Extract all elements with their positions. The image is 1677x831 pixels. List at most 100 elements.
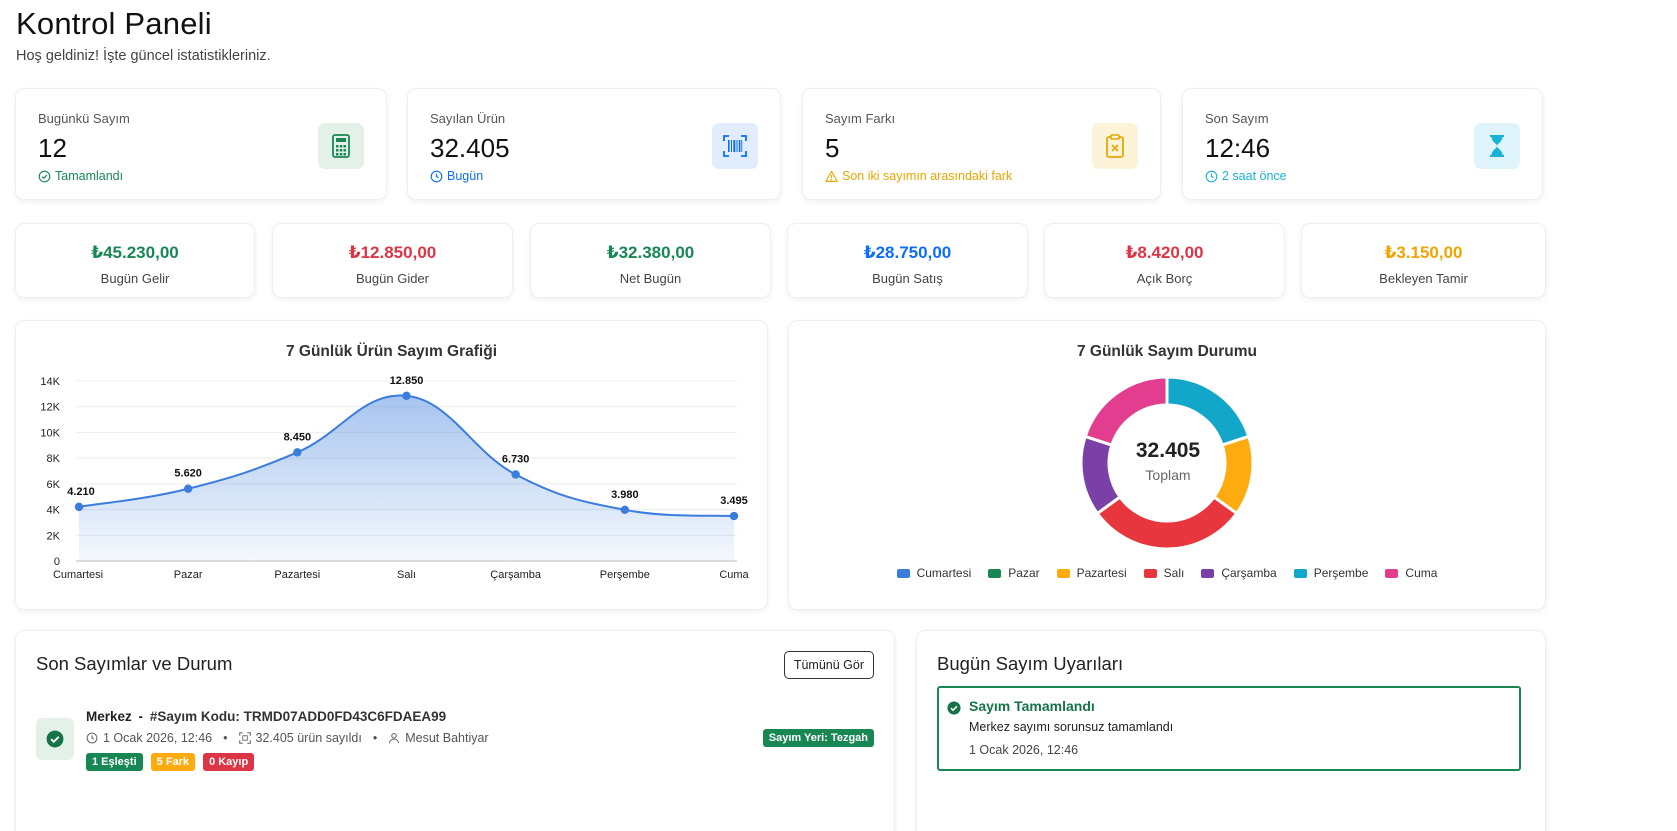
legend-swatch — [896, 568, 910, 578]
count-user: Mesut Bahtiyar — [405, 731, 489, 745]
data-label: 4.210 — [67, 486, 95, 498]
donut-chart — [1079, 375, 1255, 551]
money-card-pending-repair: ₺3.150,00 Bekleyen Tamir — [1301, 223, 1546, 298]
legend-label: Çarşamba — [1221, 566, 1277, 580]
legend-item[interactable]: Pazartesi — [1056, 566, 1127, 580]
list-item[interactable]: Merkez - #Sayım Kodu: TRMD07ADD0FD43C6FD… — [36, 706, 874, 776]
y-tick-label: 4K — [47, 505, 61, 517]
stat-card-today-count: Bugünkü Sayım 12 Tamamlandı — [15, 88, 387, 200]
stat-note-text: 2 saat önce — [1222, 169, 1287, 183]
x-tick-label: Cumartesi — [53, 569, 103, 581]
line-chart-card: 7 Günlük Ürün Sayım Grafiği 0 2K 4K 6K 8K 10K… — [15, 320, 768, 610]
stat-note: 2 saat önce — [1205, 169, 1287, 183]
donut-slice — [1083, 375, 1169, 447]
legend-swatch — [1201, 568, 1215, 578]
count-separator: - — [138, 709, 144, 724]
stat-value: 32.405 — [430, 133, 510, 163]
recent-counts-card: Son Sayımlar ve Durum Tümünü Gör Merkez … — [15, 630, 895, 831]
y-tick-label: 14K — [40, 376, 60, 388]
alert-time: 1 Ocak 2026, 12:46 — [969, 743, 1079, 757]
page-subtitle: Hoş geldiniz! İşte güncel istatistikleri… — [16, 48, 271, 64]
legend-swatch — [988, 568, 1002, 578]
data-label: 8.450 — [284, 431, 312, 443]
y-tick-label: 12K — [40, 402, 60, 414]
money-value: ₺12.850,00 — [348, 243, 437, 262]
series-area — [79, 395, 734, 561]
legend-label: Salı — [1163, 566, 1185, 580]
clock-icon — [430, 170, 443, 182]
stat-note: Bugün — [430, 169, 483, 183]
count-meta: 1 Ocak 2026, 12:46 • 32.405 ürün sayıldı… — [86, 731, 489, 745]
donut-slice — [1095, 494, 1239, 551]
money-value: ₺8.420,00 — [1125, 243, 1204, 262]
clock-icon — [86, 732, 98, 744]
x-tick-label: Pazartesi — [274, 569, 320, 581]
legend-item[interactable]: Cumartesi — [896, 566, 972, 580]
user-icon — [389, 733, 400, 744]
legend-label: Pazartesi — [1076, 566, 1127, 580]
recent-counts-title: Son Sayımlar ve Durum — [36, 653, 233, 674]
stat-note: Tamamlandı — [38, 169, 123, 183]
money-value: ₺45.230,00 — [91, 243, 179, 262]
y-tick-label: 10K — [40, 427, 60, 439]
money-card-expense: ₺12.850,00 Bugün Gider — [272, 223, 513, 298]
money-card-income: ₺45.230,00 Bugün Gelir — [15, 223, 255, 298]
stat-note: Son iki sayımın arasındaki fark — [825, 169, 1012, 183]
money-card-open-debt: ₺8.420,00 Açık Borç — [1044, 223, 1285, 298]
money-label: Net Bugün — [619, 271, 682, 286]
meta-dot: • — [372, 731, 378, 745]
stat-note-text: Tamamlandı — [55, 169, 124, 183]
donut-slice — [1165, 375, 1251, 447]
count-place-badge: Sayım Yeri: Tezgah — [762, 729, 874, 747]
legend-item[interactable]: Salı — [1143, 566, 1185, 580]
legend-swatch — [1143, 568, 1157, 578]
x-tick-label: Çarşamba — [490, 569, 542, 581]
badge-matched: 1 Eşleşti — [86, 753, 143, 771]
count-heading: Merkez - #Sayım Kodu: TRMD07ADD0FD43C6FD… — [86, 709, 446, 724]
view-all-button[interactable]: Tümünü Gör — [783, 651, 874, 679]
alerts-title: Bugün Sayım Uyarıları — [937, 653, 1124, 674]
data-point — [74, 502, 84, 512]
legend-item[interactable]: Perşembe — [1293, 566, 1369, 580]
x-tick-label: Cuma — [719, 569, 749, 581]
scan-icon — [238, 732, 251, 744]
stat-card-counted-products: Sayılan Ürün 32.405 Bugün — [407, 88, 781, 200]
stat-label: Bugünkü Sayım — [38, 111, 130, 126]
badge-difference: 5 Fark — [150, 753, 196, 771]
hourglass-icon — [1474, 123, 1520, 169]
legend-item[interactable]: Pazar — [988, 566, 1040, 580]
page-header: Kontrol Paneli Hoş geldiniz! İşte güncel… — [16, 6, 271, 64]
count-products: 32.405 ürün sayıldı — [255, 731, 362, 745]
check-circle-icon — [46, 730, 64, 748]
money-value: ₺28.750,00 — [863, 243, 952, 262]
legend-label: Cumartesi — [916, 566, 972, 580]
alert-success[interactable]: Sayım Tamamlandı Merkez sayımı sorunsuz … — [937, 686, 1521, 771]
data-label: 3.495 — [720, 495, 748, 507]
check-circle-icon — [947, 701, 961, 715]
legend-item[interactable]: Çarşamba — [1201, 566, 1277, 580]
legend-item[interactable]: Cuma — [1385, 566, 1437, 580]
money-label: Açık Borç — [1136, 271, 1193, 286]
money-label: Bugün Satış — [872, 271, 943, 286]
data-label: 5.620 — [174, 468, 202, 480]
stat-label: Sayım Farkı — [825, 111, 896, 126]
legend-label: Perşembe — [1313, 566, 1369, 580]
data-point — [402, 391, 411, 400]
alert-title: Sayım Tamamlandı — [969, 698, 1095, 714]
check-circle-icon — [38, 170, 51, 182]
data-point — [293, 448, 302, 457]
money-label: Bekleyen Tamir — [1379, 271, 1468, 286]
data-label: 12.850 — [390, 375, 424, 387]
stat-label: Son Sayım — [1205, 111, 1269, 126]
x-tick-label: Salı — [397, 569, 416, 581]
stat-note-text: Bugün — [447, 169, 484, 183]
count-date: 1 Ocak 2026, 12:46 — [103, 731, 213, 745]
y-tick-label: 8K — [47, 453, 61, 465]
donut-center-label: Toplam — [1145, 467, 1191, 483]
legend-swatch — [1293, 568, 1307, 578]
donut-center-value: 32.405 — [1135, 439, 1201, 462]
count-location: Merkez — [86, 709, 132, 724]
stat-card-last-count: Son Sayım 12:46 2 saat önce — [1182, 88, 1543, 200]
data-label: 6.730 — [502, 453, 530, 465]
data-point — [183, 484, 193, 493]
